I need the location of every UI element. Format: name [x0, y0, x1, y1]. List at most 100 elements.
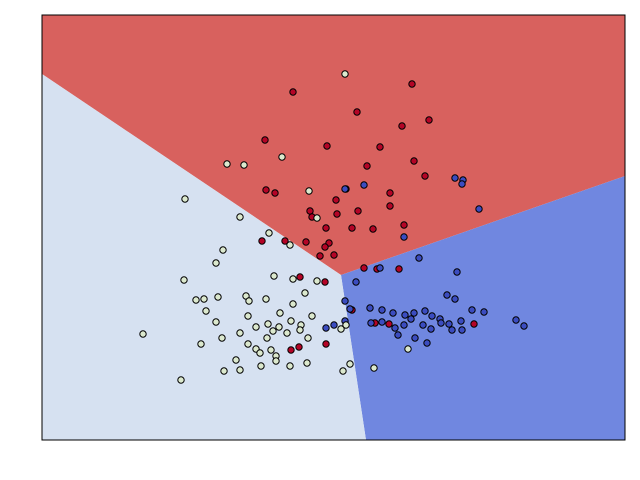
point-blue: [366, 304, 374, 312]
data-points: [139, 70, 528, 384]
point-blue: [376, 264, 384, 272]
point-red: [421, 172, 429, 180]
point-red: [398, 122, 406, 130]
point-light: [287, 317, 295, 325]
point-light: [341, 70, 349, 78]
point-blue: [451, 174, 459, 182]
point-blue: [407, 315, 415, 323]
point-red: [302, 238, 310, 246]
point-red: [425, 116, 433, 124]
point-blue: [437, 319, 445, 327]
point-blue: [341, 185, 349, 193]
point-light: [286, 362, 294, 370]
point-blue: [419, 321, 427, 329]
point-red: [289, 88, 297, 96]
point-red: [385, 320, 393, 328]
point-light: [236, 329, 244, 337]
point-red: [323, 142, 331, 150]
point-red: [410, 157, 418, 165]
point-blue: [480, 308, 488, 316]
point-light: [223, 160, 231, 168]
point-red: [395, 265, 403, 273]
point-light: [212, 318, 220, 326]
point-blue: [445, 320, 453, 328]
point-blue: [400, 233, 408, 241]
point-blue: [391, 324, 399, 332]
point-red: [296, 273, 304, 281]
point-blue: [411, 334, 419, 342]
point-light: [370, 364, 378, 372]
point-light: [192, 296, 200, 304]
point-blue: [367, 319, 375, 327]
point-light: [289, 275, 297, 283]
point-light: [177, 376, 185, 384]
point-light: [404, 345, 412, 353]
point-red: [262, 186, 270, 194]
point-red: [295, 343, 303, 351]
point-light: [236, 213, 244, 221]
region-light: [42, 74, 366, 440]
point-blue: [410, 309, 418, 317]
point-red: [400, 221, 408, 229]
point-light: [270, 272, 278, 280]
point-red: [369, 225, 377, 233]
point-blue: [427, 325, 435, 333]
point-red: [386, 189, 394, 197]
point-red: [258, 237, 266, 245]
point-blue: [346, 305, 354, 313]
point-light: [269, 327, 277, 335]
point-light: [283, 329, 291, 337]
point-light: [197, 340, 205, 348]
point-red: [332, 196, 340, 204]
point-red: [386, 202, 394, 210]
point-red: [316, 252, 324, 260]
point-light: [276, 309, 284, 317]
point-light: [346, 360, 354, 368]
point-blue: [401, 311, 409, 319]
point-blue: [453, 268, 461, 276]
point-light: [265, 229, 273, 237]
point-light: [342, 321, 350, 329]
point-blue: [520, 322, 528, 330]
point-red: [261, 136, 269, 144]
point-blue: [360, 181, 368, 189]
plot-area-frame: [41, 14, 626, 441]
point-blue: [400, 321, 408, 329]
point-red: [333, 210, 341, 218]
point-light: [308, 312, 316, 320]
point-blue: [512, 316, 520, 324]
point-light: [180, 276, 188, 284]
point-red: [408, 80, 416, 88]
point-light: [296, 326, 304, 334]
point-red: [360, 264, 368, 272]
point-light: [236, 366, 244, 374]
point-red: [354, 207, 362, 215]
point-red: [348, 224, 356, 232]
point-light: [219, 246, 227, 254]
point-blue: [457, 317, 465, 325]
point-light: [313, 214, 321, 222]
point-blue: [389, 309, 397, 317]
point-light: [220, 367, 228, 375]
point-blue: [330, 321, 338, 329]
point-light: [202, 307, 210, 315]
point-blue: [458, 180, 466, 188]
point-light: [313, 277, 321, 285]
point-red: [281, 237, 289, 245]
point-light: [264, 320, 272, 328]
point-light: [303, 359, 311, 367]
point-light: [339, 367, 347, 375]
point-light: [257, 362, 265, 370]
point-light: [232, 356, 240, 364]
point-red: [306, 207, 314, 215]
point-red: [271, 189, 279, 197]
point-red: [363, 162, 371, 170]
point-light: [267, 346, 275, 354]
point-blue: [378, 306, 386, 314]
point-light: [286, 241, 294, 249]
point-blue: [458, 326, 466, 334]
point-light: [275, 323, 283, 331]
point-red: [322, 340, 330, 348]
point-blue: [428, 312, 436, 320]
